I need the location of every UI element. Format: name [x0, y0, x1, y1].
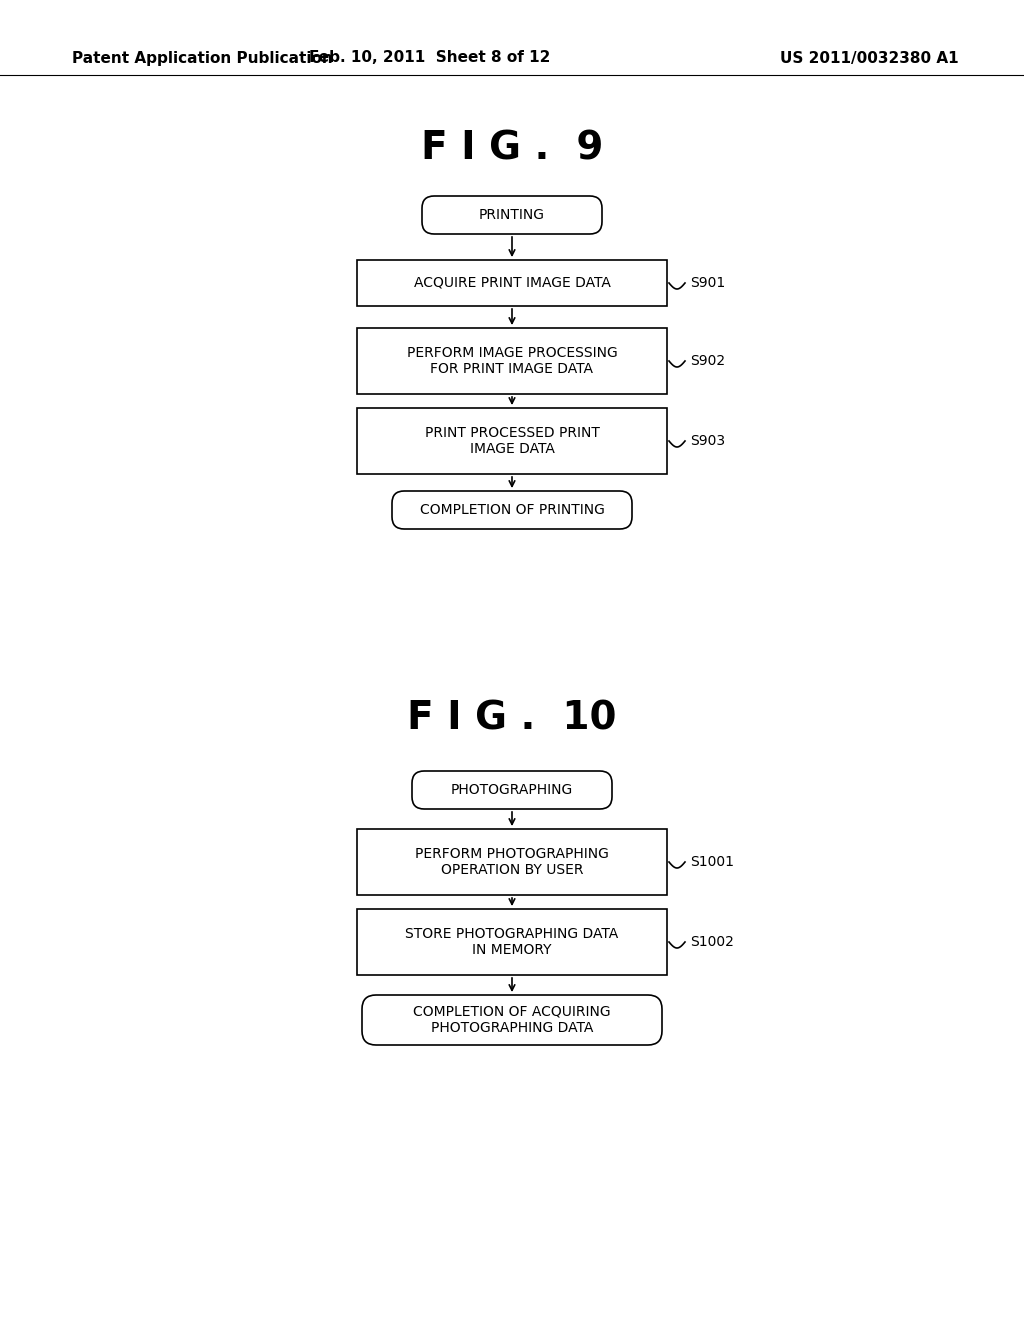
- FancyBboxPatch shape: [362, 995, 662, 1045]
- Text: STORE PHOTOGRAPHING DATA
IN MEMORY: STORE PHOTOGRAPHING DATA IN MEMORY: [406, 927, 618, 957]
- Text: F I G .  10: F I G . 10: [408, 700, 616, 737]
- Text: S903: S903: [690, 434, 725, 447]
- Text: Patent Application Publication: Patent Application Publication: [72, 50, 333, 66]
- Text: PERFORM PHOTOGRAPHING
OPERATION BY USER: PERFORM PHOTOGRAPHING OPERATION BY USER: [415, 847, 609, 876]
- Text: S1001: S1001: [690, 855, 734, 869]
- FancyBboxPatch shape: [392, 491, 632, 529]
- Text: COMPLETION OF ACQUIRING
PHOTOGRAPHING DATA: COMPLETION OF ACQUIRING PHOTOGRAPHING DA…: [414, 1005, 610, 1035]
- Text: ACQUIRE PRINT IMAGE DATA: ACQUIRE PRINT IMAGE DATA: [414, 276, 610, 290]
- Bar: [357, 327, 667, 393]
- Text: S1002: S1002: [690, 935, 734, 949]
- Bar: [357, 829, 667, 895]
- Bar: [357, 260, 667, 306]
- Text: COMPLETION OF PRINTING: COMPLETION OF PRINTING: [420, 503, 604, 517]
- Text: US 2011/0032380 A1: US 2011/0032380 A1: [780, 50, 958, 66]
- Text: F I G .  9: F I G . 9: [421, 129, 603, 168]
- Text: Feb. 10, 2011  Sheet 8 of 12: Feb. 10, 2011 Sheet 8 of 12: [309, 50, 551, 66]
- Text: PERFORM IMAGE PROCESSING
FOR PRINT IMAGE DATA: PERFORM IMAGE PROCESSING FOR PRINT IMAGE…: [407, 346, 617, 376]
- Bar: [357, 909, 667, 975]
- Bar: [357, 408, 667, 474]
- Text: S901: S901: [690, 276, 725, 290]
- Text: PRINTING: PRINTING: [479, 209, 545, 222]
- Text: S902: S902: [690, 354, 725, 368]
- Text: PHOTOGRAPHING: PHOTOGRAPHING: [451, 783, 573, 797]
- FancyBboxPatch shape: [422, 195, 602, 234]
- Text: PRINT PROCESSED PRINT
IMAGE DATA: PRINT PROCESSED PRINT IMAGE DATA: [425, 426, 599, 457]
- FancyBboxPatch shape: [412, 771, 612, 809]
